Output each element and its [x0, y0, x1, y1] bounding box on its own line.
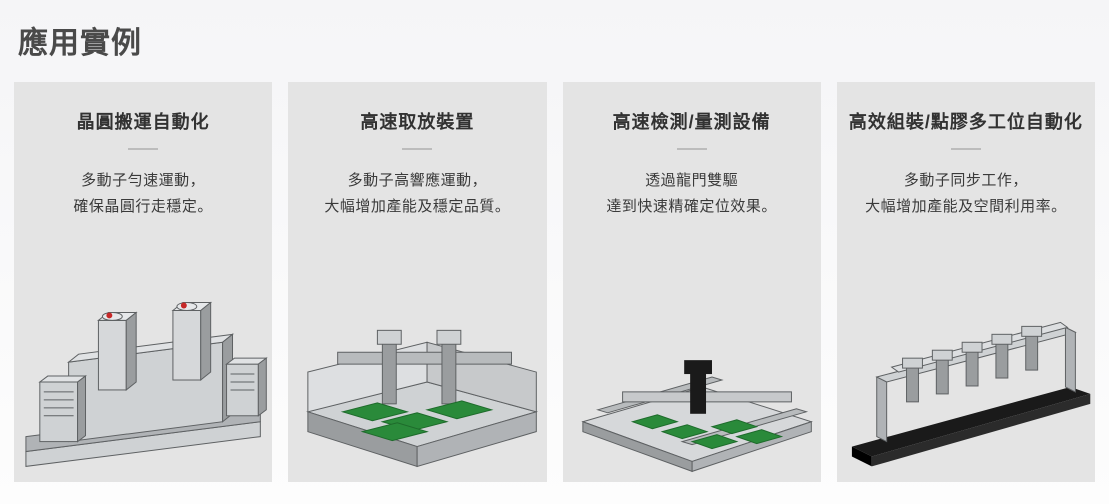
desc-line: 多動子高響應運動，	[348, 172, 488, 189]
card-title: 高效組裝/點膠多工位自動化	[849, 108, 1083, 134]
divider	[402, 148, 432, 150]
desc-line: 大幅增加產能及穩定品質。	[324, 198, 510, 215]
divider	[128, 148, 158, 150]
page-title: 應用實例	[18, 18, 1095, 62]
desc-line: 達到快速精確定位效果。	[606, 198, 777, 215]
desc-line: 多動子同步工作，	[904, 172, 1028, 189]
desc-line: 多動子勻速運動，	[81, 172, 205, 189]
card-desc: 多動子勻速運動， 確保晶圓行走穩定。	[73, 168, 213, 219]
divider	[677, 148, 707, 150]
desc-line: 確保晶圓行走穩定。	[73, 198, 213, 215]
card-desc: 多動子高響應運動， 大幅增加產能及穩定品質。	[324, 168, 510, 219]
illustration-pick-place	[288, 277, 546, 482]
desc-line: 透過龍門雙驅	[645, 172, 738, 189]
desc-line: 大幅增加產能及空間利用率。	[865, 198, 1067, 215]
illustration-inspection	[563, 277, 821, 482]
card-inspection-measurement: 高速檢測/量測設備 透過龍門雙驅 達到快速精確定位效果。	[563, 82, 821, 482]
card-desc: 透過龍門雙驅 達到快速精確定位效果。	[606, 168, 777, 219]
cards-row: 晶圓搬運自動化 多動子勻速運動， 確保晶圓行走穩定。	[14, 82, 1095, 482]
card-desc: 多動子同步工作， 大幅增加產能及空間利用率。	[865, 168, 1067, 219]
illustration-assembly	[837, 277, 1095, 482]
divider	[951, 148, 981, 150]
illustration-wafer-transport	[14, 277, 272, 482]
card-high-speed-pick-place: 高速取放裝置 多動子高響應運動， 大幅增加產能及穩定品質。	[288, 82, 546, 482]
card-title: 高速取放裝置	[360, 108, 474, 134]
card-title: 高速檢測/量測設備	[613, 108, 771, 134]
card-wafer-transport: 晶圓搬運自動化 多動子勻速運動， 確保晶圓行走穩定。	[14, 82, 272, 482]
card-assembly-dispensing: 高效組裝/點膠多工位自動化 多動子同步工作， 大幅增加產能及空間利用率。	[837, 82, 1095, 482]
card-title: 晶圓搬運自動化	[77, 108, 210, 134]
